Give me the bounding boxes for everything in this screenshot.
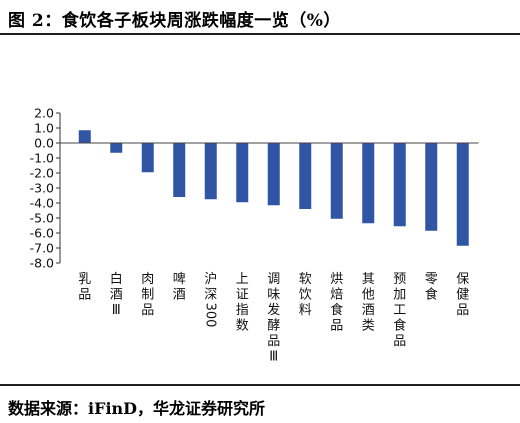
bar-chart: 2.01.00.0-1.0-2.0-3.0-4.0-5.0-6.0-7.0-8.…: [30, 106, 479, 365]
category-label-5: 上证指数: [236, 272, 249, 334]
category-label-12: 保健品: [456, 272, 469, 318]
bar-8: [330, 143, 343, 219]
bar-0: [78, 130, 91, 143]
y-tick-label: 2.0: [34, 106, 54, 121]
y-tick-label: 0.0: [34, 136, 54, 151]
data-source: 数据来源：iFinD，华龙证券研究所: [8, 399, 266, 418]
chart-title: 图 2：食饮各子板块周涨跌幅度一览（%）: [8, 11, 341, 31]
bar-7: [299, 143, 312, 209]
y-tick-label: -7.0: [30, 241, 54, 256]
category-label-10: 预加工食品: [393, 272, 406, 349]
category-label-1: 白酒 Ⅲ: [110, 271, 123, 318]
bar-4: [204, 143, 217, 200]
category-label-4-number: 300: [202, 303, 217, 328]
bar-1: [110, 143, 123, 153]
category-label-9: 其他酒类: [362, 272, 375, 334]
category-label-4: 沪深: [204, 271, 217, 303]
y-tick-label: -1.0: [30, 151, 54, 166]
source-divider: [0, 384, 520, 386]
bar-5: [236, 143, 249, 203]
category-label-6: 调味发酵品 Ⅲ: [267, 272, 280, 365]
y-tick-label: -6.0: [30, 226, 54, 241]
y-tick-label: -8.0: [30, 256, 54, 271]
category-label-2: 肉制品: [141, 272, 154, 318]
title-divider: [0, 33, 520, 35]
y-axis: 2.01.00.0-1.0-2.0-3.0-4.0-5.0-6.0-7.0-8.…: [30, 106, 61, 271]
bars: [78, 130, 469, 246]
category-label-11: 零食: [425, 272, 438, 303]
y-tick-label: -4.0: [30, 196, 54, 211]
bar-12: [456, 143, 469, 246]
bar-11: [425, 143, 438, 231]
bar-10: [393, 143, 406, 227]
bar-6: [267, 143, 280, 206]
y-tick-label: -3.0: [30, 181, 54, 196]
y-tick-label: -5.0: [30, 211, 54, 226]
bar-9: [362, 143, 375, 224]
category-label-8: 烘焙食品: [330, 272, 343, 334]
bar-2: [141, 143, 154, 173]
category-label-3: 啤酒: [173, 272, 186, 303]
category-label-7: 软饮料: [299, 272, 312, 318]
y-tick-label: -2.0: [30, 166, 54, 181]
y-tick-label: 1.0: [34, 121, 54, 136]
category-label-0: 乳品: [78, 272, 91, 303]
bar-3: [173, 143, 186, 197]
